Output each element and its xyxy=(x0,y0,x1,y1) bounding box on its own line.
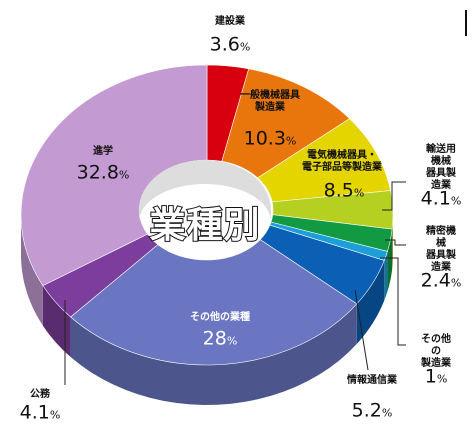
slice xyxy=(70,239,358,366)
value-label: 4.1% xyxy=(19,401,61,424)
slice-label: 電気機械器具・ 電子部品等製造業 xyxy=(302,150,382,173)
slice-label: 情報通信業 xyxy=(347,375,397,386)
value-label: 5.2% xyxy=(351,399,393,422)
slice-label: 一般機械器具 製造業 xyxy=(240,90,300,113)
slice-label: 公務 xyxy=(30,389,50,400)
slice-label: 進学 xyxy=(93,146,113,157)
value-label: 4.1% xyxy=(420,187,462,210)
slice-side xyxy=(42,285,71,357)
slice-side xyxy=(384,251,388,301)
slice xyxy=(221,68,351,179)
slice-label: 精密機械 器具製造業 xyxy=(426,226,456,273)
slice-label: 建設業 xyxy=(215,16,245,27)
value-label: 28% xyxy=(202,327,238,350)
slice-label: その他の業種 xyxy=(190,312,250,323)
slice-side xyxy=(356,260,385,344)
value-label: 2.4% xyxy=(420,269,462,292)
value-label: 10.3% xyxy=(243,127,297,150)
slice-side xyxy=(387,229,393,292)
leader-lines xyxy=(64,10,467,385)
chart-title: 業種別 xyxy=(148,204,261,247)
slice-side xyxy=(70,303,357,405)
hole-wall xyxy=(139,160,271,222)
slice-label: 輸送用機械 器具製造業 xyxy=(426,144,456,191)
slice-label: その他の 製造業 xyxy=(421,334,451,369)
slice xyxy=(257,118,391,203)
value-label: 8.5% xyxy=(323,179,365,202)
value-label: 32.8% xyxy=(76,161,130,184)
value-label: 1% xyxy=(424,365,448,388)
slice-side xyxy=(21,215,43,326)
value-label: 3.6% xyxy=(209,33,251,56)
